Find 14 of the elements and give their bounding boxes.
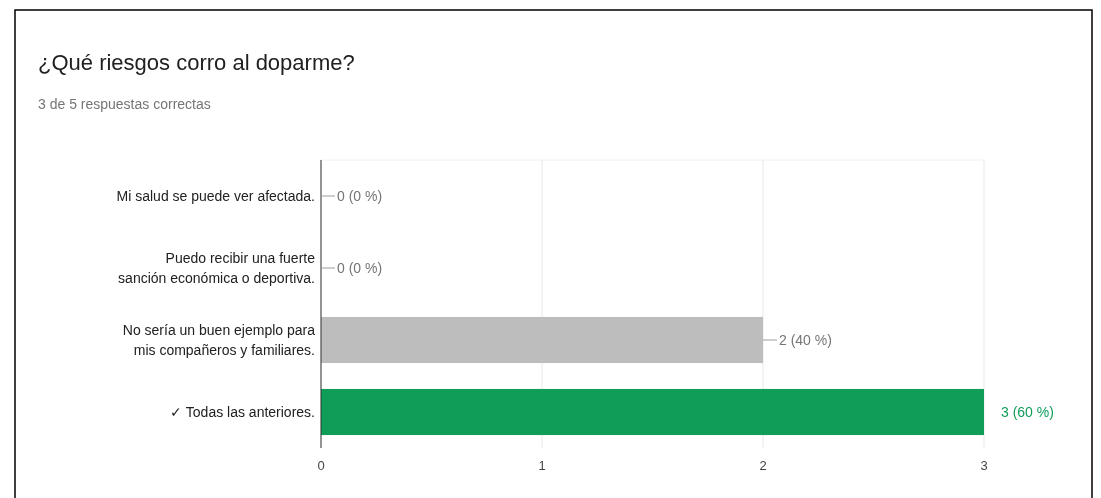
y-tick-label: Mi salud se puede ver afectada. (116, 188, 315, 204)
data-label: 3 (60 %) (1001, 404, 1054, 420)
data-label: 2 (40 %) (779, 332, 832, 348)
y-tick-label: ✓ Todas las anteriores. (170, 404, 315, 420)
y-tick-label: No sería un buen ejemplo para mis compañeros y familiares. (122, 322, 316, 358)
chart-title: ¿Qué riesgos corro al doparme? (38, 50, 355, 75)
x-tick-label: 2 (759, 458, 767, 473)
x-tick-label: 1 (538, 458, 546, 473)
data-label: 0 (0 %) (337, 260, 383, 276)
x-tick-label: 3 (980, 458, 988, 473)
data-label: 0 (0 %) (337, 188, 383, 204)
x-tick-label: 0 (317, 458, 325, 473)
y-tick-label: Puedo recibir una fuerte sanción económica o deportiva. (118, 250, 316, 286)
text: 3 de 5 respuestas correctas (38, 96, 211, 112)
